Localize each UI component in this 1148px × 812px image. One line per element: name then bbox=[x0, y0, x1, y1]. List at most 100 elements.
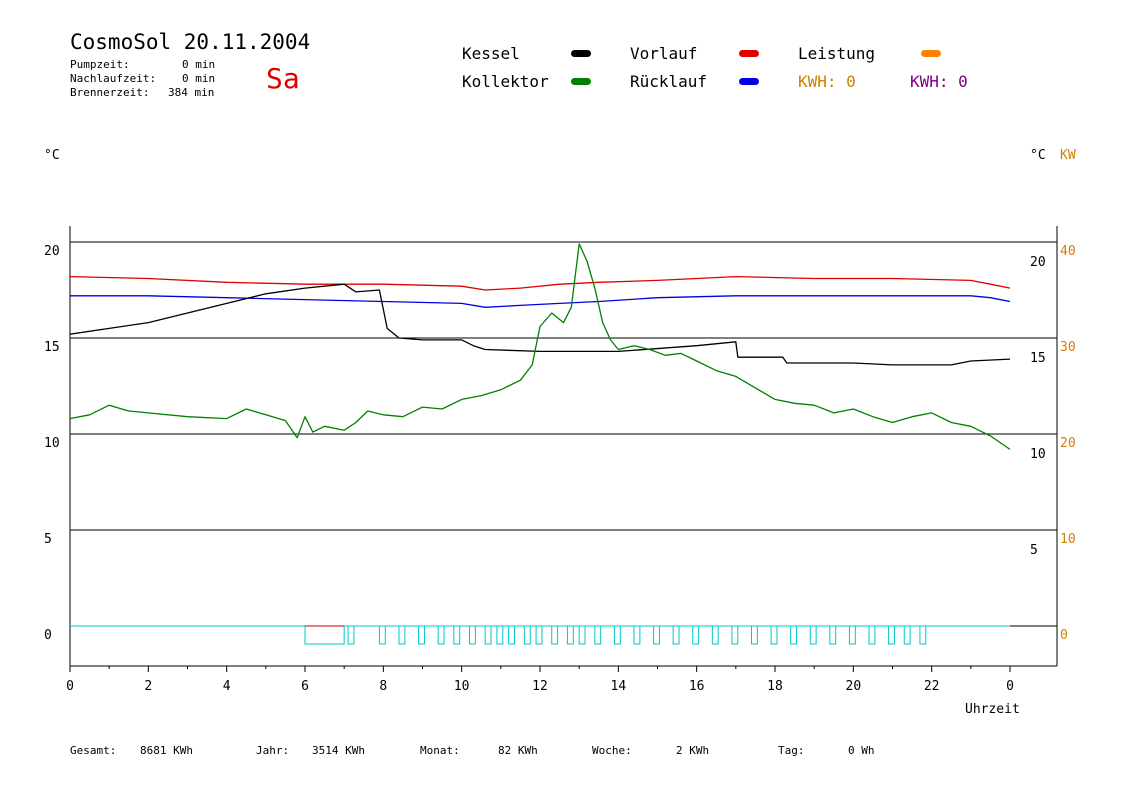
pump-pulse bbox=[496, 626, 504, 645]
pump-pulse bbox=[398, 626, 406, 645]
stat-brennerzeit-value: 384 min bbox=[168, 86, 215, 99]
stat-brennerzeit: Brennerzeit: bbox=[70, 86, 150, 99]
legend-kollektor-swatch bbox=[571, 78, 591, 85]
weekday-label: Sa bbox=[266, 62, 300, 95]
pump-pulse bbox=[437, 626, 445, 645]
pump-pulse bbox=[453, 626, 461, 645]
pump-pulse bbox=[919, 626, 927, 645]
pump-pulse bbox=[535, 626, 543, 645]
footer-tag-value: 0 Wh bbox=[848, 744, 875, 757]
y-right-tick-label: 10 bbox=[1030, 447, 1046, 462]
pump-pulse bbox=[418, 626, 425, 645]
pump-pulse bbox=[304, 626, 345, 645]
pump-pulse bbox=[594, 626, 602, 645]
x-tick-label: 4 bbox=[223, 679, 231, 694]
series-line-kessel bbox=[69, 283, 1011, 366]
pump-pulse bbox=[672, 626, 680, 645]
pump-pulse bbox=[613, 626, 621, 645]
footer-monat-label: Monat: bbox=[420, 744, 460, 757]
pump-pulse bbox=[770, 626, 778, 645]
x-axis-label: Uhrzeit bbox=[965, 702, 1020, 717]
footer-gesamt-label: Gesamt: bbox=[70, 744, 117, 757]
legend-kessel-swatch bbox=[571, 50, 591, 57]
stat-pumpzeit-value: 0 min bbox=[182, 58, 216, 71]
legend-kollektor-label: Kollektor bbox=[462, 72, 549, 91]
footer-jahr-label: Jahr: bbox=[256, 744, 290, 757]
y-left-tick-label: 0 bbox=[44, 628, 52, 643]
pump-pulse bbox=[523, 626, 531, 645]
x-tick-label: 8 bbox=[379, 679, 387, 694]
y-left-tick-label: 5 bbox=[44, 532, 52, 547]
chart-title: CosmoSol 20.11.2004 bbox=[70, 30, 311, 54]
unit-right-kw: KW bbox=[1060, 148, 1076, 163]
pump-pulse bbox=[731, 626, 739, 645]
y-right-tick-label: 5 bbox=[1030, 543, 1038, 558]
x-tick-label: 16 bbox=[689, 679, 705, 694]
stat-nachlaufzeit-value: 0 min bbox=[182, 72, 216, 85]
pump-pulse bbox=[888, 626, 895, 645]
kwh-leistung: KWH: 0 bbox=[798, 72, 856, 91]
pump-pulse bbox=[633, 626, 641, 645]
pump-pulse bbox=[809, 626, 817, 645]
unit-left-celsius: °C bbox=[44, 148, 60, 163]
y-kw-tick-label: 10 bbox=[1060, 532, 1076, 547]
pump-pulse bbox=[868, 626, 876, 645]
x-tick-label: 12 bbox=[532, 679, 548, 694]
series-line-rücklauf bbox=[70, 295, 1011, 308]
y-left-tick-label: 20 bbox=[44, 244, 60, 259]
pump-pulse bbox=[751, 626, 758, 645]
x-tick-label: 20 bbox=[846, 679, 862, 694]
pump-pulse bbox=[848, 626, 856, 645]
legend-leistung-swatch bbox=[921, 50, 941, 57]
pump-pulse bbox=[903, 626, 911, 645]
y-kw-tick-label: 20 bbox=[1060, 436, 1076, 451]
x-tick-label: 22 bbox=[924, 679, 940, 694]
legend-vorlauf-label: Vorlauf bbox=[630, 44, 698, 63]
legend-kessel-label: Kessel bbox=[462, 44, 520, 63]
x-tick-label: 6 bbox=[301, 679, 309, 694]
pump-pulse bbox=[829, 626, 837, 645]
footer-gesamt-value: 8681 KWh bbox=[140, 744, 193, 757]
footer-tag-label: Tag: bbox=[778, 744, 805, 757]
pump-pulse bbox=[578, 626, 586, 645]
pump-pulse bbox=[692, 626, 700, 645]
x-tick-label: 18 bbox=[767, 679, 783, 694]
pump-pulse bbox=[653, 626, 660, 645]
pump-pulse bbox=[790, 626, 798, 645]
pump-pulse bbox=[508, 626, 516, 645]
x-tick-label: 0 bbox=[66, 679, 74, 694]
kwh-second: KWH: 0 bbox=[910, 72, 968, 91]
x-tick-label: 2 bbox=[144, 679, 152, 694]
pump-pulse bbox=[378, 626, 386, 645]
y-right-tick-label: 15 bbox=[1030, 351, 1046, 366]
pump-pulse bbox=[551, 626, 559, 645]
legend-ruecklauf-swatch bbox=[739, 78, 759, 85]
legend-vorlauf-swatch bbox=[739, 50, 759, 57]
footer-monat-value: 82 KWh bbox=[498, 744, 538, 757]
pump-pulse bbox=[469, 626, 476, 645]
footer-woche-label: Woche: bbox=[592, 744, 632, 757]
series-line-vorlauf bbox=[69, 275, 1011, 291]
legend-leistung-label: Leistung bbox=[798, 44, 876, 63]
y-kw-tick-label: 0 bbox=[1060, 628, 1068, 643]
y-left-tick-label: 15 bbox=[44, 340, 60, 355]
y-kw-tick-label: 40 bbox=[1060, 244, 1076, 259]
y-right-tick-label: 20 bbox=[1030, 255, 1046, 270]
stat-nachlaufzeit: Nachlaufzeit: bbox=[70, 72, 157, 85]
x-tick-label: 14 bbox=[611, 679, 627, 694]
series-line-kollektor bbox=[69, 243, 1011, 450]
legend-ruecklauf-label: Rücklauf bbox=[630, 72, 708, 91]
x-tick-label: 10 bbox=[454, 679, 470, 694]
pump-pulse bbox=[711, 626, 719, 645]
y-left-tick-label: 10 bbox=[44, 436, 60, 451]
pump-pulse bbox=[347, 626, 355, 645]
footer-woche-value: 2 KWh bbox=[676, 744, 710, 757]
pump-pulse bbox=[484, 626, 492, 645]
footer-jahr-value: 3514 KWh bbox=[312, 744, 365, 757]
stat-pumpzeit: Pumpzeit: bbox=[70, 58, 130, 71]
y-kw-tick-label: 30 bbox=[1060, 340, 1076, 355]
x-tick-label: 0 bbox=[1006, 679, 1014, 694]
unit-right-celsius: °C bbox=[1030, 148, 1046, 163]
pump-pulse bbox=[566, 626, 574, 645]
